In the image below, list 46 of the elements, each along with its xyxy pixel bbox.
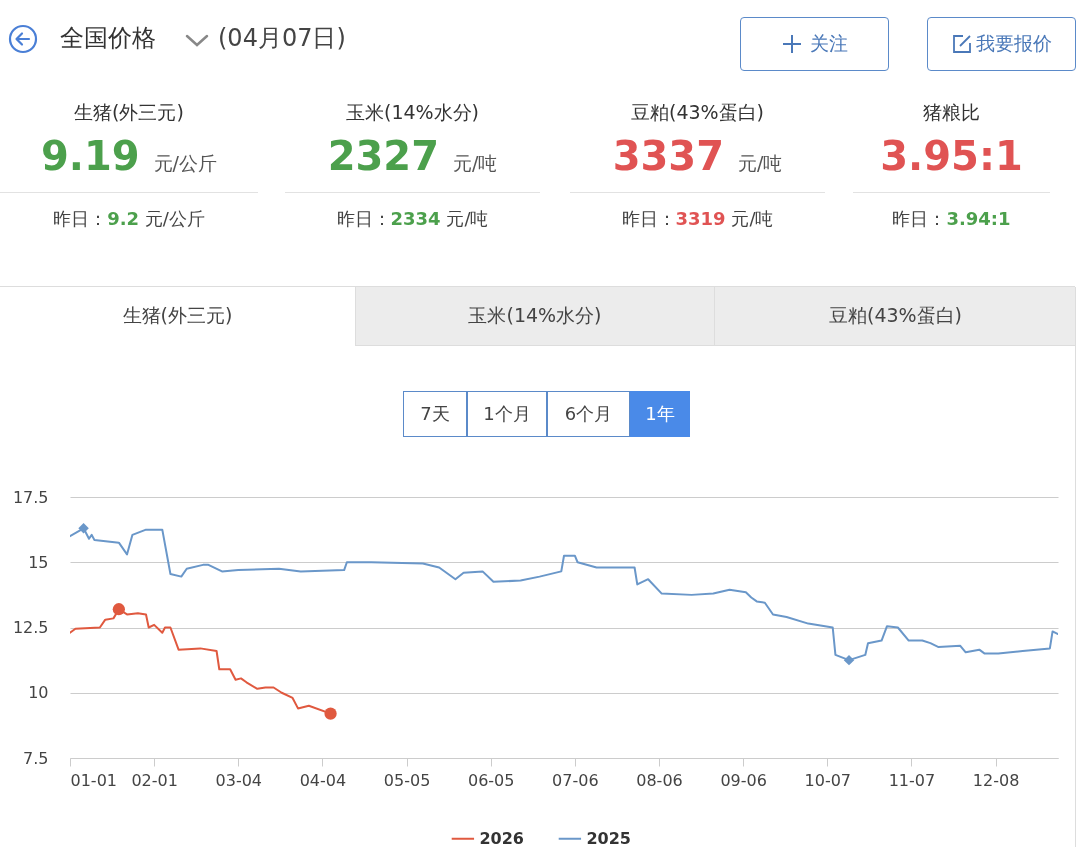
x-tick-label: 03-04: [215, 770, 263, 790]
x-tick-label: 04-04: [299, 770, 347, 790]
text: 关注: [809, 31, 848, 56]
x-tick-label: 07-06: [552, 770, 599, 790]
y-tick-label: 10: [28, 683, 49, 703]
text: 3337 元/吨: [612, 133, 783, 179]
y-tick-label: 15: [28, 552, 49, 572]
text: 7天: [403, 391, 467, 437]
text: 6个月: [547, 391, 630, 437]
x-tick-label: 10-07: [804, 770, 852, 790]
point: [112, 603, 125, 616]
point: [324, 707, 337, 720]
text: 全国价格: [60, 23, 156, 54]
legend-label: 2026: [479, 828, 524, 848]
text: 1个月: [467, 391, 547, 437]
text: 生猪(外三元): [73, 100, 185, 125]
y-tick-label: 7.5: [23, 748, 49, 768]
text: 昨日：2334 元/吨: [336, 208, 489, 229]
text: 1年: [630, 391, 690, 437]
text: 9.19 元/公斤: [40, 133, 218, 179]
y-tick-label: 12.5: [12, 618, 49, 637]
text: 昨日：9.2 元/公斤: [53, 208, 205, 229]
x-tick-label: 08-06: [636, 770, 683, 790]
text: 生猪(外三元): [0, 287, 355, 346]
point: [843, 654, 855, 666]
y-tick-label: 17.5: [12, 487, 49, 507]
text: 我要报价: [975, 31, 1052, 56]
text: (04月07日): [218, 23, 346, 54]
x-tick-label: 01-01: [70, 770, 117, 790]
x-tick-label: 11-07: [888, 770, 936, 790]
text: 3.95:1: [880, 133, 1023, 179]
text: 豆粕(43%蛋白): [714, 287, 1076, 346]
text: 猪粮比: [922, 100, 981, 125]
x-tick-label: 06-05: [467, 770, 515, 790]
x-tick-label: 02-01: [131, 770, 178, 790]
point: [78, 523, 89, 534]
x-tick-label: 12-08: [972, 770, 1020, 790]
text: 2327 元/吨: [327, 133, 498, 179]
legend-label: 2025: [586, 828, 631, 848]
text: 昨日：3.94:1: [892, 208, 1011, 229]
text: 昨日：3319 元/吨: [621, 208, 774, 229]
text: 豆粕(43%蛋白): [629, 100, 766, 125]
x-tick-label: 05-05: [383, 770, 431, 790]
text: 玉米(14%水分): [355, 287, 714, 346]
x-tick-label: 09-06: [720, 770, 767, 790]
text: 玉米(14%水分): [344, 100, 481, 125]
